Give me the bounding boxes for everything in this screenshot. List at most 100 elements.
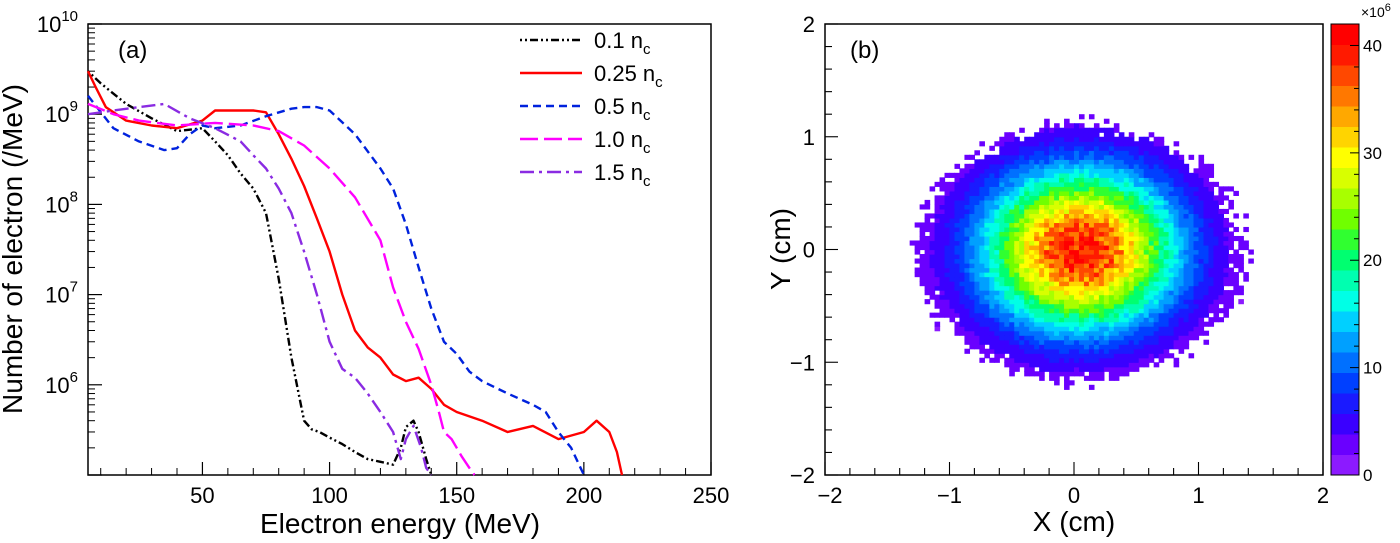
heatmap-cell [1034,132,1040,138]
heatmap-cell [1198,326,1205,332]
heatmap-cell [1029,272,1035,278]
heatmap-cell [1049,339,1055,345]
heatmap-cell [1069,249,1075,255]
heatmap-cell [1024,163,1030,169]
heatmap-cell [1059,208,1065,215]
heatmap-cell [1113,263,1120,269]
heatmap-cell [1153,235,1160,242]
heatmap-cell [1118,145,1125,151]
heatmap-cell [1148,145,1155,151]
heatmap-cell [1103,303,1110,309]
heatmap-cell [1178,186,1185,192]
heatmap-cell [1049,276,1055,282]
heatmap-cell [1059,263,1065,269]
heatmap-cell [924,281,931,287]
heatmap-cell [969,208,975,215]
heatmap-cell [974,285,980,291]
heatmap-cell [1223,258,1229,264]
heatmap-cell [944,181,951,187]
heatmap-cell [1128,258,1135,264]
heatmap-cell [1069,258,1075,264]
heatmap-cell [1203,195,1210,201]
heatmap-cell [1113,362,1120,368]
heatmap-cell [969,172,975,178]
heatmap-cell [1143,267,1150,273]
heatmap-cell [914,249,921,255]
heatmap-cell [1019,312,1025,318]
heatmap-cell [1223,222,1229,228]
heatmap-cell [994,348,1000,354]
heatmap-cell [1083,181,1090,187]
heatmap-cell [1009,154,1015,160]
heatmap-cell [1198,163,1205,169]
heatmap-cell [1029,240,1035,246]
heatmap-cell [1203,217,1210,224]
heatmap-cell [1103,272,1110,278]
heatmap-cell [1123,294,1130,300]
heatmap-cell [1128,303,1135,309]
heatmap-cell [1039,186,1045,192]
heatmap-cell [989,335,995,341]
heatmap-cell [1148,177,1155,183]
heatmap-cell [1128,213,1135,219]
heatmap-cell [1138,249,1145,255]
heatmap-cell [1173,190,1180,196]
heatmap-cell [1148,181,1155,187]
heatmap-cell [934,235,941,242]
heatmap-cell [1078,114,1085,120]
heatmap-cell [1054,136,1060,142]
heatmap-cell [1009,231,1015,237]
heatmap-cell [1009,199,1015,205]
heatmap-cell [949,195,956,201]
heatmap-cell [969,177,975,183]
heatmap-cell [1118,150,1125,156]
heatmap-cell [999,226,1005,233]
heatmap-cell [969,290,975,296]
heatmap-cell [1098,208,1105,215]
heatmap-cell [1183,217,1190,224]
heatmap-cell [1203,199,1210,205]
heatmap-cell [1088,263,1095,269]
heatmap-cell [1034,249,1040,255]
heatmap-cell [1019,226,1025,233]
heatmap-cell [959,281,966,287]
heatmap-cell [1059,136,1065,142]
heatmap-cell [1014,150,1020,156]
heatmap-cell [1118,195,1125,201]
heatmap-cell [969,335,975,341]
heatmap-cell [1233,235,1239,242]
heatmap-cell [999,244,1005,251]
heatmap-cell [1029,344,1035,350]
heatmap-cell [1019,213,1025,219]
heatmap-cell [1078,145,1085,151]
heatmap-cell [1069,222,1075,228]
heatmap-cell [1153,272,1160,278]
heatmap-cell [954,281,961,287]
heatmap-cell [1054,276,1060,282]
heatmap-cell [1083,317,1090,323]
heatmap-cell [1168,326,1175,332]
heatmap-cell [1049,294,1055,300]
heatmap-cell [1143,244,1150,251]
heatmap-cell [1049,177,1055,183]
heatmap-cell [1014,249,1020,255]
heatmap-cell [969,235,975,242]
heatmap-cell [1178,159,1185,165]
heatmap-cell [1188,317,1195,323]
heatmap-cell [1024,150,1030,156]
heatmap-cell [1093,290,1100,296]
heatmap-cell [1049,353,1055,359]
heatmap-cell [1103,226,1110,233]
heatmap-cell [1014,317,1020,323]
heatmap-cell [1113,145,1120,151]
heatmap-cell [1173,235,1180,242]
heatmap-cell [1088,190,1095,196]
heatmap-cell [1044,312,1050,318]
heatmap-cell [1069,159,1075,165]
heatmap-cell [1138,150,1145,156]
heatmap-cell [1238,235,1244,242]
heatmap-cell [1083,204,1090,210]
heatmap-cell [999,195,1005,201]
heatmap-cell [1009,371,1015,377]
heatmap-cell [1098,375,1105,381]
